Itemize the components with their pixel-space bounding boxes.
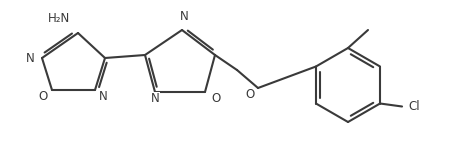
Text: O: O (246, 88, 255, 102)
Text: O: O (211, 92, 220, 105)
Text: N: N (180, 10, 189, 23)
Text: Cl: Cl (408, 100, 420, 113)
Text: O: O (39, 90, 48, 104)
Text: H₂N: H₂N (48, 12, 70, 25)
Text: N: N (99, 90, 108, 104)
Text: N: N (26, 51, 35, 64)
Text: N: N (151, 93, 160, 105)
